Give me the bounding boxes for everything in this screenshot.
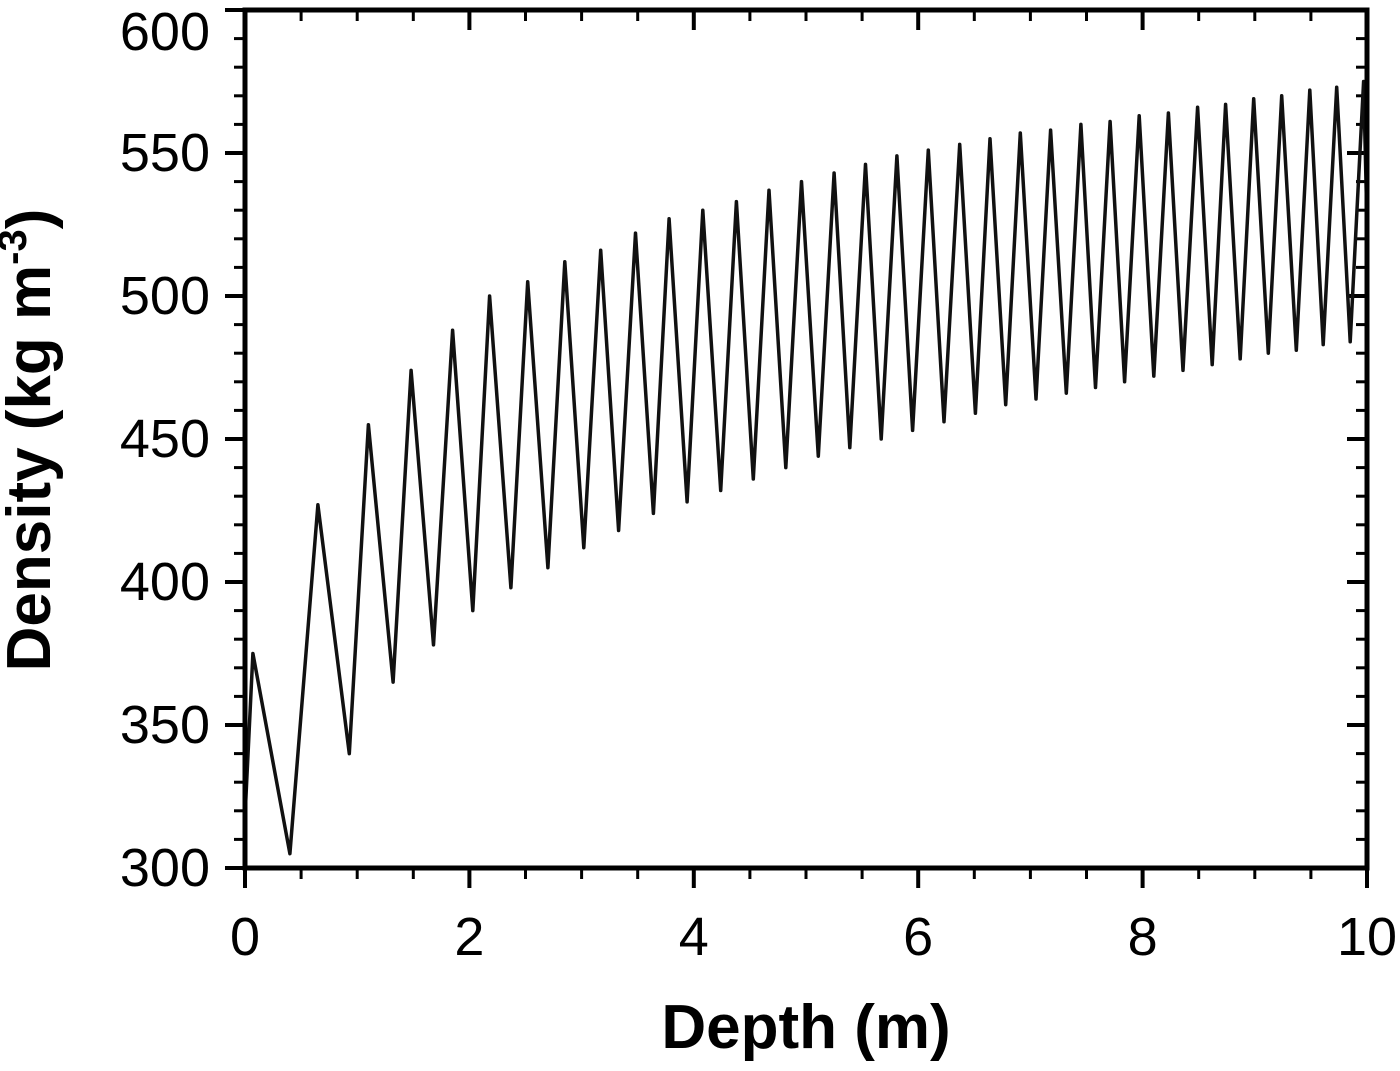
y-tick-label-550: 550 bbox=[120, 123, 210, 183]
plot-frame bbox=[242, 7, 1370, 871]
x-axis-title: Depth (m) bbox=[661, 993, 950, 1062]
y-tick-label-450: 450 bbox=[120, 409, 210, 469]
x-tick-label-4: 4 bbox=[679, 907, 709, 967]
y-tick-label-400: 400 bbox=[120, 552, 210, 612]
x-tick-label-10: 10 bbox=[1337, 907, 1397, 967]
y-tick-label-300: 300 bbox=[120, 838, 210, 898]
y-axis-title: Density (kg m-3) bbox=[0, 209, 64, 672]
x-tick-label-8: 8 bbox=[1128, 907, 1158, 967]
x-tick-label-0: 0 bbox=[230, 907, 260, 967]
x-tick-label-6: 6 bbox=[903, 907, 933, 967]
x-tick-label-2: 2 bbox=[454, 907, 484, 967]
y-tick-label-600: 600 bbox=[120, 2, 210, 62]
y-tick-label-350: 350 bbox=[120, 695, 210, 755]
density-curve bbox=[243, 79, 1369, 856]
y-tick-label-500: 500 bbox=[120, 266, 210, 326]
